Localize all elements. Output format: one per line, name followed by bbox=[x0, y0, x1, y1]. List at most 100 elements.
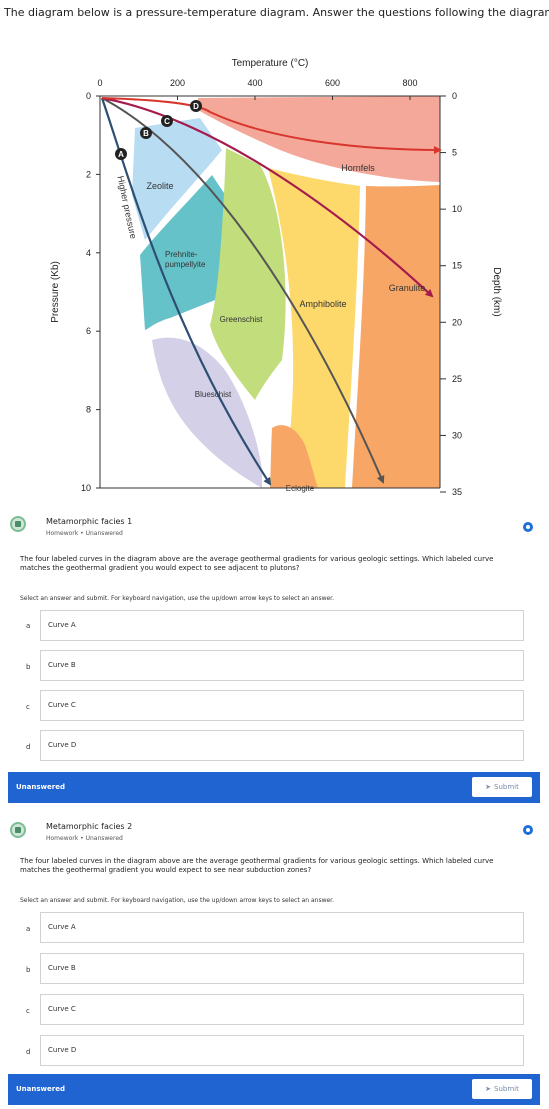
status-label: Unanswered bbox=[16, 783, 65, 791]
right-tick-label: 25 bbox=[452, 374, 462, 384]
svg-text:A: A bbox=[118, 150, 124, 159]
top-tick-labels: 0 200 400 600 800 bbox=[97, 78, 418, 100]
zeolite-label: Zeolite bbox=[146, 181, 173, 191]
option-letter: a bbox=[26, 925, 31, 933]
question-instructions: Select an answer and submit. For keyboar… bbox=[20, 595, 334, 602]
svg-text:C: C bbox=[164, 117, 170, 126]
question-menu-icon[interactable] bbox=[523, 522, 533, 532]
left-tick-labels: 0 2 4 6 8 10 bbox=[81, 91, 100, 493]
right-tick-label: 5 bbox=[452, 148, 457, 158]
left-axis-label: Pressure (Kb) bbox=[50, 261, 61, 323]
hornfels-region bbox=[198, 96, 440, 182]
question-icon bbox=[10, 822, 26, 838]
question-title: Metamorphic facies 1 bbox=[46, 517, 133, 526]
right-tick-label: 35 bbox=[452, 487, 462, 497]
greenschist-label: Greenschist bbox=[220, 315, 263, 324]
question-text: The four labeled curves in the diagram a… bbox=[20, 555, 494, 572]
submit-label: Submit bbox=[494, 1085, 519, 1093]
left-tick-label: 10 bbox=[81, 483, 91, 493]
top-axis-label: Temperature (°C) bbox=[232, 58, 309, 69]
question-title: Metamorphic facies 2 bbox=[46, 822, 133, 831]
question-instructions: Select an answer and submit. For keyboar… bbox=[20, 897, 334, 904]
answer-option-d[interactable]: Curve D bbox=[40, 730, 524, 761]
option-label: Curve C bbox=[48, 1005, 76, 1013]
answer-option-c[interactable]: Curve C bbox=[40, 690, 524, 721]
option-label: Curve B bbox=[48, 964, 76, 972]
granulite-label: Granulite bbox=[389, 283, 426, 293]
zeolite-region bbox=[132, 118, 222, 240]
question-meta: Homework • Unanswered bbox=[46, 530, 123, 537]
right-tick-label: 20 bbox=[452, 317, 462, 327]
option-label: Curve D bbox=[48, 741, 77, 749]
top-tick-label: 600 bbox=[325, 78, 340, 88]
curve-d-marker: D bbox=[190, 100, 202, 112]
top-tick-label: 800 bbox=[402, 78, 417, 88]
curve-a-line bbox=[100, 97, 272, 486]
prehnite-label-2: pumpellyite bbox=[165, 260, 206, 269]
question-meta: Homework • Unanswered bbox=[46, 835, 123, 842]
curve-b-line bbox=[101, 97, 385, 484]
answer-option-b[interactable]: Curve B bbox=[40, 953, 524, 984]
svg-text:B: B bbox=[143, 129, 149, 138]
status-label: Unanswered bbox=[16, 1085, 65, 1093]
left-tick-label: 8 bbox=[86, 405, 91, 415]
answer-option-a[interactable]: Curve A bbox=[40, 610, 524, 641]
top-tick-label: 200 bbox=[170, 78, 185, 88]
right-tick-label: 15 bbox=[452, 261, 462, 271]
left-tick-label: 2 bbox=[86, 169, 91, 179]
amphibolite-label: Amphibolite bbox=[299, 299, 346, 309]
option-letter: c bbox=[26, 1007, 30, 1015]
answer-option-b[interactable]: Curve B bbox=[40, 650, 524, 681]
option-label: Curve A bbox=[48, 621, 76, 629]
option-label: Curve D bbox=[48, 1046, 77, 1054]
eclogite-region bbox=[270, 425, 318, 488]
status-bar: Unanswered ➤ Submit bbox=[8, 1074, 540, 1105]
submit-button[interactable]: ➤ Submit bbox=[472, 1079, 532, 1099]
left-tick-label: 4 bbox=[86, 248, 91, 258]
blueschist-region bbox=[152, 337, 262, 488]
top-tick-label: 400 bbox=[247, 78, 262, 88]
curve-d-line bbox=[101, 97, 442, 154]
status-bar: Unanswered ➤ Submit bbox=[8, 772, 540, 803]
curve-b-marker: B bbox=[140, 127, 152, 139]
option-letter: a bbox=[26, 622, 31, 630]
send-icon: ➤ bbox=[485, 783, 492, 791]
curve-c-line bbox=[101, 96, 434, 298]
option-letter: d bbox=[26, 1048, 31, 1056]
question-icon bbox=[10, 516, 26, 532]
blueschist-label: Blueschist bbox=[195, 390, 232, 399]
option-letter: c bbox=[26, 703, 30, 711]
left-tick-label: 0 bbox=[86, 91, 91, 101]
submit-button[interactable]: ➤ Submit bbox=[472, 777, 532, 797]
amphibolite-region bbox=[268, 168, 360, 488]
top-tick-label: 0 bbox=[97, 78, 102, 88]
pressure-temperature-diagram: 0 200 400 600 800 0 2 4 6 8 10 0 5 10 15 20 25 30 35 Tem… bbox=[50, 58, 502, 497]
right-tick-label: 0 bbox=[452, 91, 457, 101]
option-letter: d bbox=[26, 743, 31, 751]
eclogite-label: Eclogite bbox=[286, 484, 315, 493]
right-tick-labels: 0 5 10 15 20 25 30 35 bbox=[440, 91, 462, 497]
right-tick-label: 10 bbox=[452, 204, 462, 214]
right-tick-label: 30 bbox=[452, 430, 462, 440]
answer-option-c[interactable]: Curve C bbox=[40, 994, 524, 1025]
option-letter: b bbox=[26, 966, 31, 974]
hornfels-label: Hornfels bbox=[341, 163, 375, 173]
answer-option-a[interactable]: Curve A bbox=[40, 912, 524, 943]
svg-text:D: D bbox=[193, 102, 199, 111]
option-letter: b bbox=[26, 663, 31, 671]
answer-option-d[interactable]: Curve D bbox=[40, 1035, 524, 1066]
option-label: Curve A bbox=[48, 923, 76, 931]
intro-text: The diagram below is a pressure-temperat… bbox=[4, 6, 549, 19]
question-menu-icon[interactable] bbox=[523, 825, 533, 835]
option-label: Curve B bbox=[48, 661, 76, 669]
option-label: Curve C bbox=[48, 701, 76, 709]
submit-label: Submit bbox=[494, 783, 519, 791]
right-axis-label: Depth (km) bbox=[491, 267, 502, 316]
granulite-region bbox=[352, 185, 440, 488]
question-text: The four labeled curves in the diagram a… bbox=[20, 857, 494, 874]
send-icon: ➤ bbox=[485, 1085, 492, 1093]
left-tick-label: 6 bbox=[86, 326, 91, 336]
prehnite-label-1: Prehnite- bbox=[165, 250, 198, 259]
curve-a-marker: A bbox=[115, 148, 127, 160]
curve-c-marker: C bbox=[161, 115, 173, 127]
